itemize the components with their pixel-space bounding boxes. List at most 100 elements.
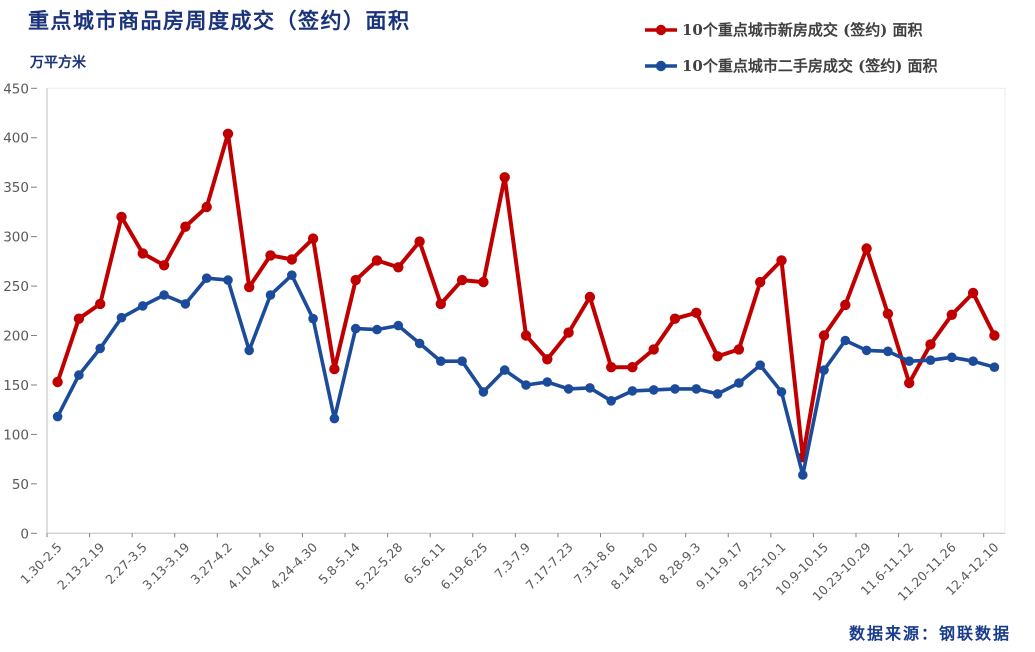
data-point-secondhand-homes — [159, 290, 169, 300]
y-axis-tick-label: 200 — [3, 329, 29, 345]
y-axis-unit-label: 万平方米 — [30, 55, 86, 71]
legend-label-secondhand-homes: 10个重点城市二手房成交 (签约) 面积 — [682, 57, 938, 75]
data-source-label: 数据来源：钢联数据 — [848, 624, 1011, 643]
data-point-new-homes — [137, 248, 148, 259]
data-point-new-homes — [222, 128, 234, 139]
data-point-new-homes — [542, 354, 553, 365]
legend-item-secondhand-homes: 10个重点城市二手房成交 (签约) 面积 — [644, 52, 938, 79]
data-point-new-homes — [435, 298, 446, 310]
data-point-new-homes — [925, 339, 936, 350]
data-point-new-homes — [116, 211, 127, 223]
data-point-secondhand-homes — [968, 356, 978, 367]
data-point-new-homes — [520, 330, 532, 341]
legend-marker-new-homes-icon — [645, 24, 677, 35]
data-point-secondhand-homes — [989, 362, 1000, 373]
y-axis-tick-label: 250 — [3, 279, 29, 295]
data-point-secondhand-homes — [925, 355, 936, 366]
data-point-new-homes — [499, 172, 510, 183]
data-point-new-homes — [201, 201, 212, 213]
data-point-new-homes — [606, 362, 617, 373]
legend: 10个重点城市新房成交 (签约) 面积 10个重点城市二手房成交 (签约) 面积 — [644, 16, 938, 88]
data-point-new-homes — [755, 276, 766, 288]
data-point-secondhand-homes — [244, 345, 254, 356]
x-axis-tick-label: 8.14-8.20 — [608, 539, 661, 592]
data-point-secondhand-homes — [542, 377, 553, 387]
data-point-secondhand-homes — [287, 270, 297, 281]
data-point-new-homes — [967, 287, 979, 299]
data-point-new-homes — [989, 330, 1000, 341]
data-point-new-homes — [393, 262, 404, 273]
data-point-new-homes — [840, 299, 851, 311]
data-point-secondhand-homes — [776, 387, 787, 397]
data-point-secondhand-homes — [947, 352, 957, 363]
data-point-secondhand-homes — [414, 338, 425, 349]
data-point-new-homes — [307, 233, 319, 244]
data-point-secondhand-homes — [798, 470, 808, 480]
data-point-secondhand-homes — [883, 346, 893, 357]
data-point-secondhand-homes — [478, 387, 489, 397]
data-point-new-homes — [946, 309, 957, 320]
data-point-secondhand-homes — [138, 301, 148, 311]
data-point-new-homes — [904, 377, 915, 389]
data-point-new-homes — [371, 255, 383, 266]
data-point-new-homes — [478, 276, 489, 288]
data-point-new-homes — [95, 298, 106, 310]
data-point-new-homes — [52, 376, 63, 388]
data-point-new-homes — [691, 307, 702, 318]
data-point-secondhand-homes — [201, 273, 212, 284]
y-axis-tick-label: 150 — [3, 378, 29, 394]
data-point-secondhand-homes — [372, 324, 382, 335]
data-point-secondhand-homes — [670, 384, 680, 394]
data-point-new-homes — [818, 330, 830, 341]
data-point-secondhand-homes — [223, 275, 233, 285]
data-point-new-homes — [158, 260, 170, 271]
x-axis-tick-label: 5.22-5.28 — [352, 539, 405, 592]
data-point-secondhand-homes — [95, 343, 105, 354]
series-line-secondhand-homes — [55, 273, 997, 477]
data-point-secondhand-homes — [74, 370, 84, 380]
data-point-secondhand-homes — [521, 380, 531, 390]
data-point-new-homes — [669, 313, 681, 324]
data-point-new-homes — [648, 344, 659, 355]
data-point-secondhand-homes — [627, 386, 638, 396]
y-axis-tick-label: 450 — [3, 81, 29, 97]
legend-marker-secondhand-homes-icon — [645, 60, 677, 71]
data-point-secondhand-homes — [734, 378, 744, 388]
data-point-secondhand-homes — [904, 356, 914, 367]
data-point-new-homes — [882, 308, 894, 319]
data-point-secondhand-homes — [393, 320, 404, 331]
data-point-new-homes — [180, 221, 191, 232]
data-point-secondhand-homes — [329, 413, 340, 424]
data-point-secondhand-homes — [499, 365, 510, 375]
data-point-new-homes — [244, 281, 255, 293]
data-point-new-homes — [627, 362, 638, 373]
data-point-new-homes — [776, 255, 787, 266]
data-point-secondhand-homes — [563, 384, 574, 394]
y-axis-tick-label: 350 — [3, 180, 29, 196]
data-point-secondhand-homes — [861, 345, 872, 356]
data-point-secondhand-homes — [180, 299, 191, 309]
x-axis-tick-label: 6.19-6.25 — [437, 540, 490, 593]
legend-label-new-homes: 10个重点城市新房成交 (签约) 面积 — [682, 21, 923, 39]
data-point-new-homes — [265, 250, 276, 261]
data-point-secondhand-homes — [116, 312, 127, 323]
data-point-secondhand-homes — [457, 356, 467, 367]
y-axis-tick-label: 100 — [3, 427, 29, 443]
data-point-new-homes — [712, 351, 723, 362]
data-point-secondhand-homes — [265, 290, 276, 300]
data-point-secondhand-homes — [350, 323, 361, 334]
data-point-secondhand-homes — [691, 384, 702, 394]
x-axis-tick-label: 7.17-7.23 — [523, 540, 576, 593]
x-axis-tick-label: 7.3-7.9 — [491, 539, 533, 581]
data-point-new-homes — [73, 313, 85, 324]
data-point-new-homes — [584, 291, 596, 303]
data-point-secondhand-homes — [712, 389, 723, 399]
data-point-new-homes — [414, 236, 425, 247]
data-point-secondhand-homes — [52, 411, 63, 422]
y-axis-tick-label: 300 — [3, 230, 29, 246]
data-point-new-homes — [563, 327, 574, 338]
data-point-secondhand-homes — [308, 313, 318, 324]
data-point-new-homes — [329, 363, 340, 375]
data-point-secondhand-homes — [436, 356, 446, 367]
